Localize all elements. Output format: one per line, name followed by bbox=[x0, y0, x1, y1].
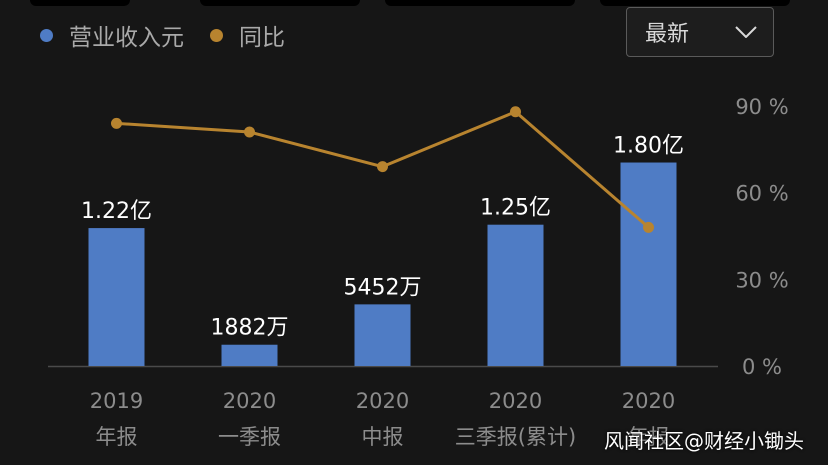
watermark: 风闻社区@财经小锄头 bbox=[604, 429, 804, 453]
top-tab[interactable] bbox=[385, 0, 575, 6]
legend-item-revenue[interactable]: 营业收入元 bbox=[40, 18, 184, 52]
legend-label-revenue: 营业收入元 bbox=[69, 25, 184, 51]
x-tick-label: 一季报 bbox=[218, 425, 281, 449]
period-select-value: 最新 bbox=[645, 22, 690, 47]
revenue-bar bbox=[620, 162, 677, 366]
revenue-bar bbox=[487, 224, 544, 366]
x-tick-label: 三季报(累计) bbox=[455, 425, 576, 449]
revenue-bar bbox=[354, 304, 411, 366]
y-right-tick-label: 30 % bbox=[735, 268, 788, 292]
x-tick-label: 2020 bbox=[356, 389, 409, 413]
chevron-down-icon bbox=[735, 26, 757, 38]
top-tab[interactable] bbox=[600, 0, 790, 6]
y-right-tick-label: 60 % bbox=[735, 182, 788, 206]
bar-value-label: 1.25亿 bbox=[480, 196, 551, 221]
yoy-point bbox=[111, 117, 122, 129]
bar-value-label: 1.22亿 bbox=[81, 199, 152, 224]
legend-label-yoy: 同比 bbox=[239, 25, 285, 51]
x-tick-label: 2020 bbox=[489, 389, 542, 413]
x-tick-label: 年报 bbox=[628, 425, 670, 449]
x-tick-label: 2020 bbox=[622, 389, 675, 413]
bar-value-label: 1.80亿 bbox=[613, 134, 684, 159]
yoy-point bbox=[244, 126, 255, 138]
period-select[interactable]: 最新 bbox=[626, 7, 774, 57]
y-right-tick-label: 90 % bbox=[735, 95, 788, 119]
x-tick-label: 中报 bbox=[362, 425, 404, 449]
legend-item-yoy[interactable]: 同比 bbox=[210, 18, 285, 52]
x-tick-label: 年报 bbox=[96, 425, 138, 449]
top-tab[interactable] bbox=[200, 0, 360, 6]
yoy-legend-dot bbox=[210, 28, 223, 42]
revenue-bar bbox=[88, 228, 145, 366]
yoy-point bbox=[510, 106, 521, 118]
yoy-point bbox=[643, 221, 654, 233]
y-right-tick-label: 0 % bbox=[742, 355, 782, 379]
x-tick-label: 2020 bbox=[223, 389, 276, 413]
x-tick-label: 2019 bbox=[90, 389, 143, 413]
chart-legend: 营业收入元 同比 bbox=[40, 18, 311, 52]
bar-value-label: 5452万 bbox=[344, 275, 422, 300]
bar-value-label: 1882万 bbox=[211, 316, 289, 341]
top-tab[interactable] bbox=[30, 0, 130, 6]
yoy-point bbox=[377, 161, 388, 173]
revenue-legend-dot bbox=[40, 28, 53, 42]
revenue-bar bbox=[221, 344, 278, 366]
